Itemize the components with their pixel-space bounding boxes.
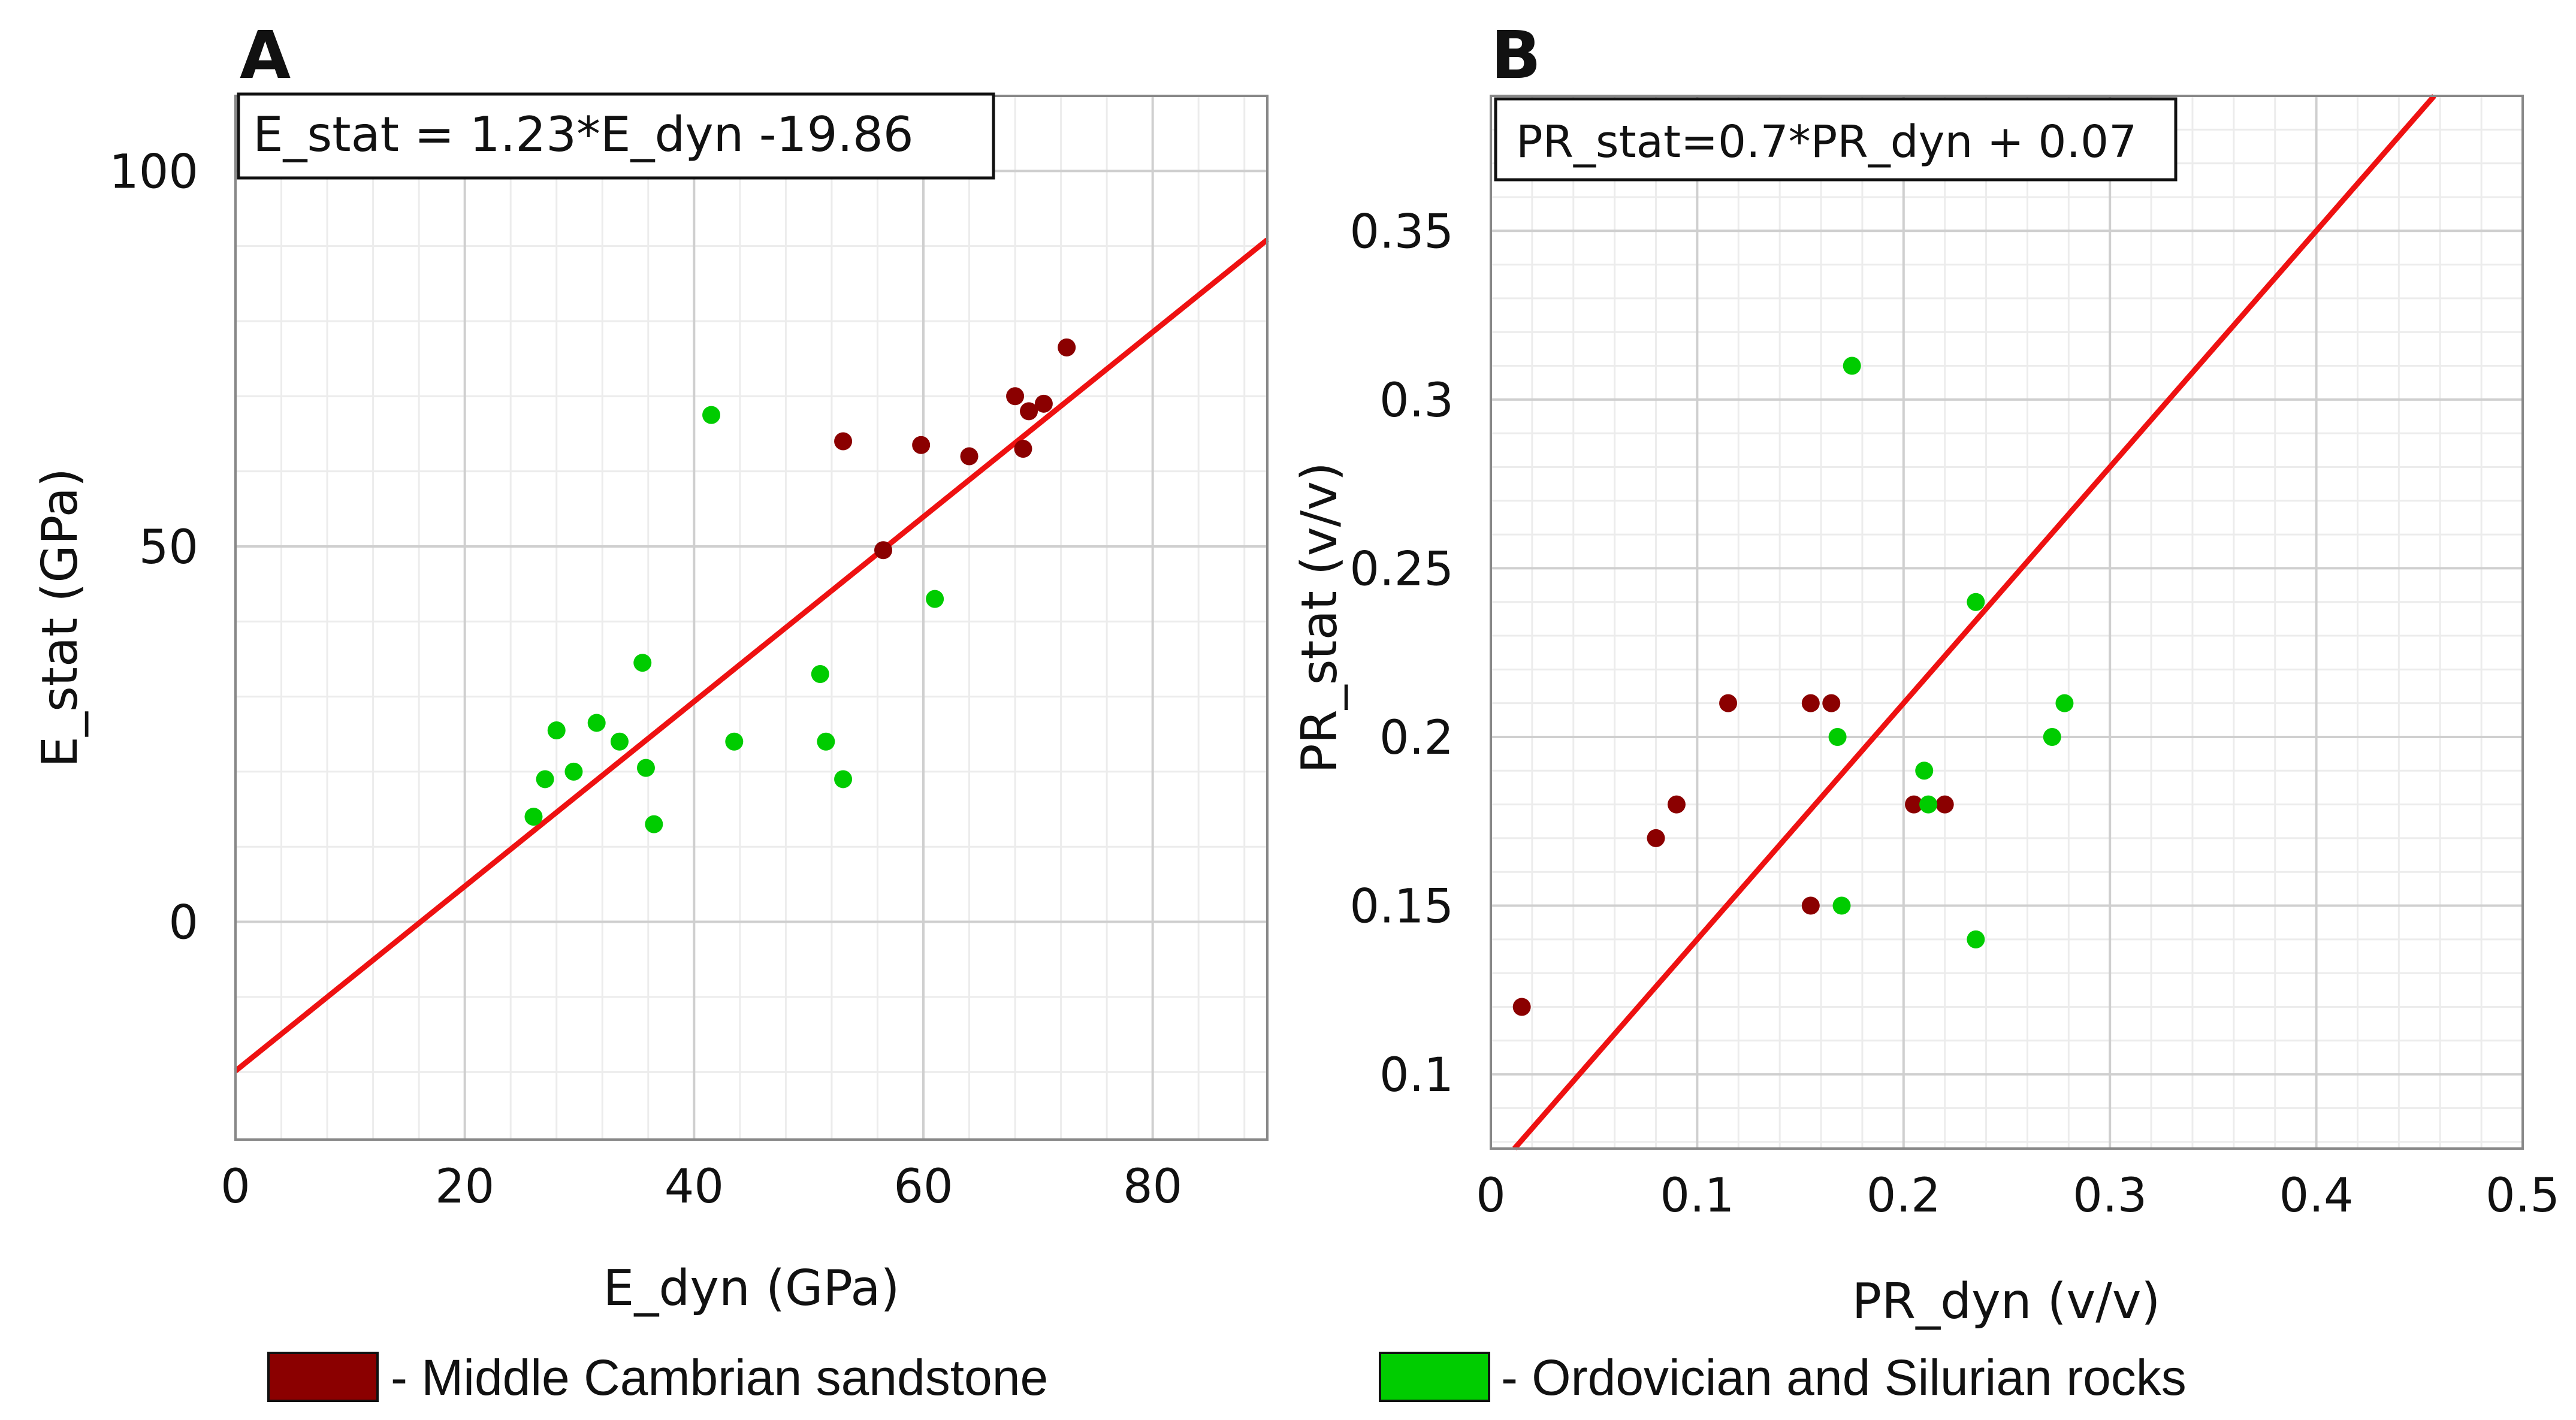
y-tick-label: 0: [168, 896, 198, 950]
y-tick-label: 0.25: [1349, 542, 1454, 596]
panel-b: B 0 0.1 0.2 0.3 0.4 0.50.10.150.20.250.30.35 …: [1291, 17, 2560, 1330]
legend-label-ordovician-silurian: - Ordovician and Silurian rocks: [1501, 1349, 2187, 1406]
x-tick-label: 20: [435, 1160, 494, 1214]
point-middle-cambrian: [834, 432, 853, 451]
panel-b-fit-line: [1512, 94, 2436, 1150]
panel-a: A 0 20 40 60 80 0 50 100 E_stat = 1.23*E_dyn -1…: [32, 17, 1269, 1317]
point-middle-cambrian: [1020, 402, 1038, 421]
panel-b-points: [1512, 356, 2074, 1016]
y-tick-label: 0.1: [1379, 1049, 1454, 1102]
panel-a-fit-line: [234, 237, 1269, 1073]
point-ordovician-silurian: [633, 654, 652, 672]
point-middle-cambrian: [912, 436, 931, 454]
panel-b-ylabel: PR_stat (v/v): [1291, 462, 1348, 773]
point-middle-cambrian: [1801, 694, 1820, 712]
point-middle-cambrian: [874, 541, 893, 560]
point-ordovician-silurian: [834, 770, 853, 788]
point-middle-cambrian: [1058, 338, 1076, 356]
point-ordovician-silurian: [811, 664, 829, 683]
point-ordovician-silurian: [1967, 593, 1985, 611]
point-middle-cambrian: [1014, 440, 1032, 458]
y-tick-label: 0.2: [1379, 711, 1454, 765]
point-ordovician-silurian: [926, 590, 944, 608]
y-tick-label: 0.3: [1379, 374, 1454, 428]
point-middle-cambrian: [1935, 795, 1954, 814]
y-tick-label: 50: [139, 521, 198, 575]
panel-b-letter: B: [1491, 17, 1541, 93]
point-ordovician-silurian: [610, 732, 629, 751]
x-tick-label: 0: [1476, 1169, 1506, 1223]
x-tick-label: 0.4: [2279, 1169, 2354, 1223]
x-tick-label: 0.5: [2486, 1169, 2560, 1223]
panel-b-equation: PR_stat=0.7*PR_dyn + 0.07: [1516, 116, 2137, 168]
point-ordovician-silurian: [564, 762, 583, 781]
point-middle-cambrian: [960, 447, 979, 466]
panel-a-letter: A: [240, 17, 291, 93]
point-middle-cambrian: [1006, 387, 1025, 406]
x-tick-label: 40: [665, 1160, 724, 1214]
panel-a-tick-labels: 0 20 40 60 80 0 50 100: [109, 145, 1182, 1214]
point-ordovician-silurian: [1915, 762, 1934, 780]
point-middle-cambrian: [1647, 829, 1665, 847]
panel-a-grid: [234, 95, 1267, 1140]
point-ordovician-silurian: [817, 732, 835, 751]
point-ordovician-silurian: [1828, 727, 1847, 746]
point-ordovician-silurian: [1967, 930, 1985, 948]
point-ordovician-silurian: [547, 721, 566, 739]
panel-b-equation-box: [1494, 97, 2178, 182]
point-ordovician-silurian: [536, 770, 554, 788]
panel-a-equation-box: [237, 92, 995, 180]
x-tick-label: 0.1: [1660, 1169, 1734, 1223]
point-ordovician-silurian: [587, 714, 606, 732]
point-ordovician-silurian: [2043, 727, 2061, 746]
panel-a-ylabel: E_stat (GPa): [32, 468, 89, 768]
x-tick-label: 0: [221, 1160, 250, 1214]
point-middle-cambrian: [1719, 694, 1738, 712]
point-middle-cambrian: [1822, 694, 1841, 712]
point-ordovician-silurian: [1919, 795, 1938, 814]
panel-b-grid: [1490, 95, 2524, 1149]
y-tick-label: 0.15: [1349, 880, 1454, 934]
panel-b-plot-frame: [1490, 95, 2524, 1150]
panel-a-equation: E_stat = 1.23*E_dyn -19.86: [253, 107, 914, 162]
point-middle-cambrian: [1512, 998, 1531, 1016]
x-tick-label: 60: [893, 1160, 953, 1214]
x-tick-label: 0.2: [1867, 1169, 1941, 1223]
legend-swatch-middle-cambrian: [267, 1352, 379, 1402]
y-tick-label: 0.35: [1349, 205, 1454, 259]
x-tick-label: 0.3: [2073, 1169, 2147, 1223]
point-middle-cambrian: [1905, 795, 1923, 814]
x-tick-label: 80: [1123, 1160, 1182, 1214]
point-ordovician-silurian: [725, 732, 744, 751]
point-ordovician-silurian: [1843, 356, 1861, 375]
y-tick-label: 100: [109, 145, 198, 199]
point-ordovician-silurian: [645, 815, 663, 833]
point-middle-cambrian: [1801, 896, 1820, 915]
point-ordovician-silurian: [636, 759, 655, 777]
point-middle-cambrian: [1667, 795, 1686, 814]
point-ordovician-silurian: [2055, 694, 2074, 712]
point-ordovician-silurian: [1832, 896, 1851, 915]
panel-a-points: [524, 338, 1076, 833]
point-middle-cambrian: [1034, 394, 1053, 413]
legend-label-middle-cambrian: - Middle Cambrian sandstone: [391, 1349, 1048, 1406]
point-ordovician-silurian: [524, 808, 543, 826]
panel-b-xlabel: PR_dyn (v/v): [1852, 1273, 2161, 1330]
panel-b-tick-labels: 0 0.1 0.2 0.3 0.4 0.5 0.1 0.15 0.2 0.25 0.3 0.35: [1349, 205, 2560, 1223]
legend: - Middle Cambrian sandstone - Ordovician…: [267, 1349, 2187, 1406]
legend-swatch-ordovician-silurian: [1379, 1352, 1490, 1402]
panel-a-xlabel: E_dyn (GPa): [603, 1260, 900, 1317]
point-ordovician-silurian: [702, 406, 721, 424]
